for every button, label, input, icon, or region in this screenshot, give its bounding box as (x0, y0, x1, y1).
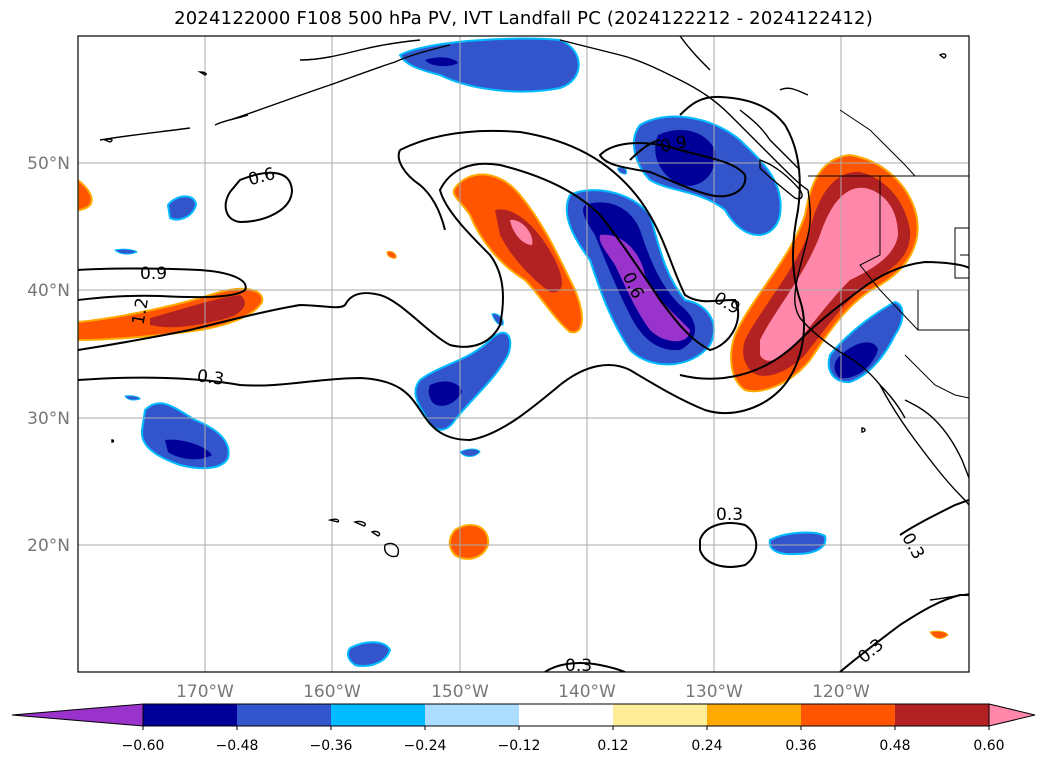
colorbar-swatch (895, 704, 989, 726)
colorbar-tick-label: 0.36 (785, 738, 816, 754)
colorbar-swatch (237, 704, 331, 726)
contour-line (598, 142, 747, 198)
contour-line (397, 149, 446, 231)
colorbar-extend-high (988, 703, 1036, 727)
map-title: 2024122000 F108 500 hPa PV, IVT Landfall… (174, 8, 873, 29)
lon-label: 120°W (812, 682, 870, 702)
colorbar-swatch (519, 704, 613, 726)
lat-label: 20°N (27, 536, 70, 556)
lon-label: 170°W (176, 682, 234, 702)
contour-line (78, 129, 740, 352)
colorbar-tick-label: −0.60 (122, 738, 165, 754)
negative-anomaly-region (398, 37, 580, 93)
contour-label: 0.3 (565, 656, 592, 676)
contour-label: 0.3 (716, 505, 743, 525)
positive-anomaly-region (448, 524, 490, 560)
contour-line (78, 95, 805, 442)
contour-line (899, 499, 969, 536)
contour-line (679, 260, 969, 380)
colorbar-tick-label: −0.24 (404, 738, 447, 754)
lon-label: 160°W (303, 682, 361, 702)
colorbar-swatch (801, 704, 895, 726)
contour-labels: 0.6 0.9 1.2 0.3 0.9 0.6 0.9 0.3 0.3 0.3 … (129, 132, 929, 676)
contour-line (224, 171, 294, 224)
colorbar-extend-low (11, 703, 144, 727)
colorbar-swatch (707, 704, 801, 726)
colorbar-swatch (143, 704, 237, 726)
colorbar-tick-label: −0.12 (498, 738, 541, 754)
coastlines (99, 36, 969, 601)
map-panel: 0.6 0.9 1.2 0.3 0.9 0.6 0.9 0.3 0.3 0.3 … (77, 35, 970, 676)
contour-line (78, 267, 247, 301)
colorbar-tick-label: 0.12 (597, 738, 628, 754)
colorbar-tick-label: 0.24 (691, 738, 722, 754)
colorbar-tick-label: −0.36 (310, 738, 353, 754)
lat-label: 40°N (27, 281, 70, 301)
contour-line (839, 594, 969, 672)
contour-label: 1.2 (129, 296, 153, 326)
contour-line (699, 522, 758, 568)
lon-label: 130°W (685, 682, 743, 702)
colorbar-outline (142, 703, 990, 727)
longitude-labels: 170°W 160°W 150°W 140°W 130°W 120°W (176, 682, 870, 702)
colorbar-swatch (331, 704, 425, 726)
latitude-labels: 50°N 40°N 30°N 20°N (27, 154, 70, 556)
colorbar-tick-label: 0.48 (879, 738, 910, 754)
contour-line (544, 662, 626, 672)
colorbar-tick-label: 0.60 (973, 738, 1004, 754)
colorbar-swatch (425, 704, 519, 726)
pv-contours (78, 95, 969, 672)
contour-line (629, 139, 661, 161)
colorbar-swatch (613, 704, 707, 726)
contour-label: 0.9 (140, 264, 167, 284)
lon-label: 150°W (431, 682, 489, 702)
lon-label: 140°W (558, 682, 616, 702)
gridlines (78, 36, 969, 672)
lat-label: 50°N (27, 154, 70, 174)
political-borders (808, 109, 969, 399)
colorbar: −0.60 −0.48 −0.36 −0.24 −0.12 0.12 0.24 0.36 0.4… (11, 703, 1036, 754)
lat-label: 30°N (27, 409, 70, 429)
colorbar-tick-label: −0.48 (216, 738, 259, 754)
contour-label: 0.3 (196, 366, 226, 390)
